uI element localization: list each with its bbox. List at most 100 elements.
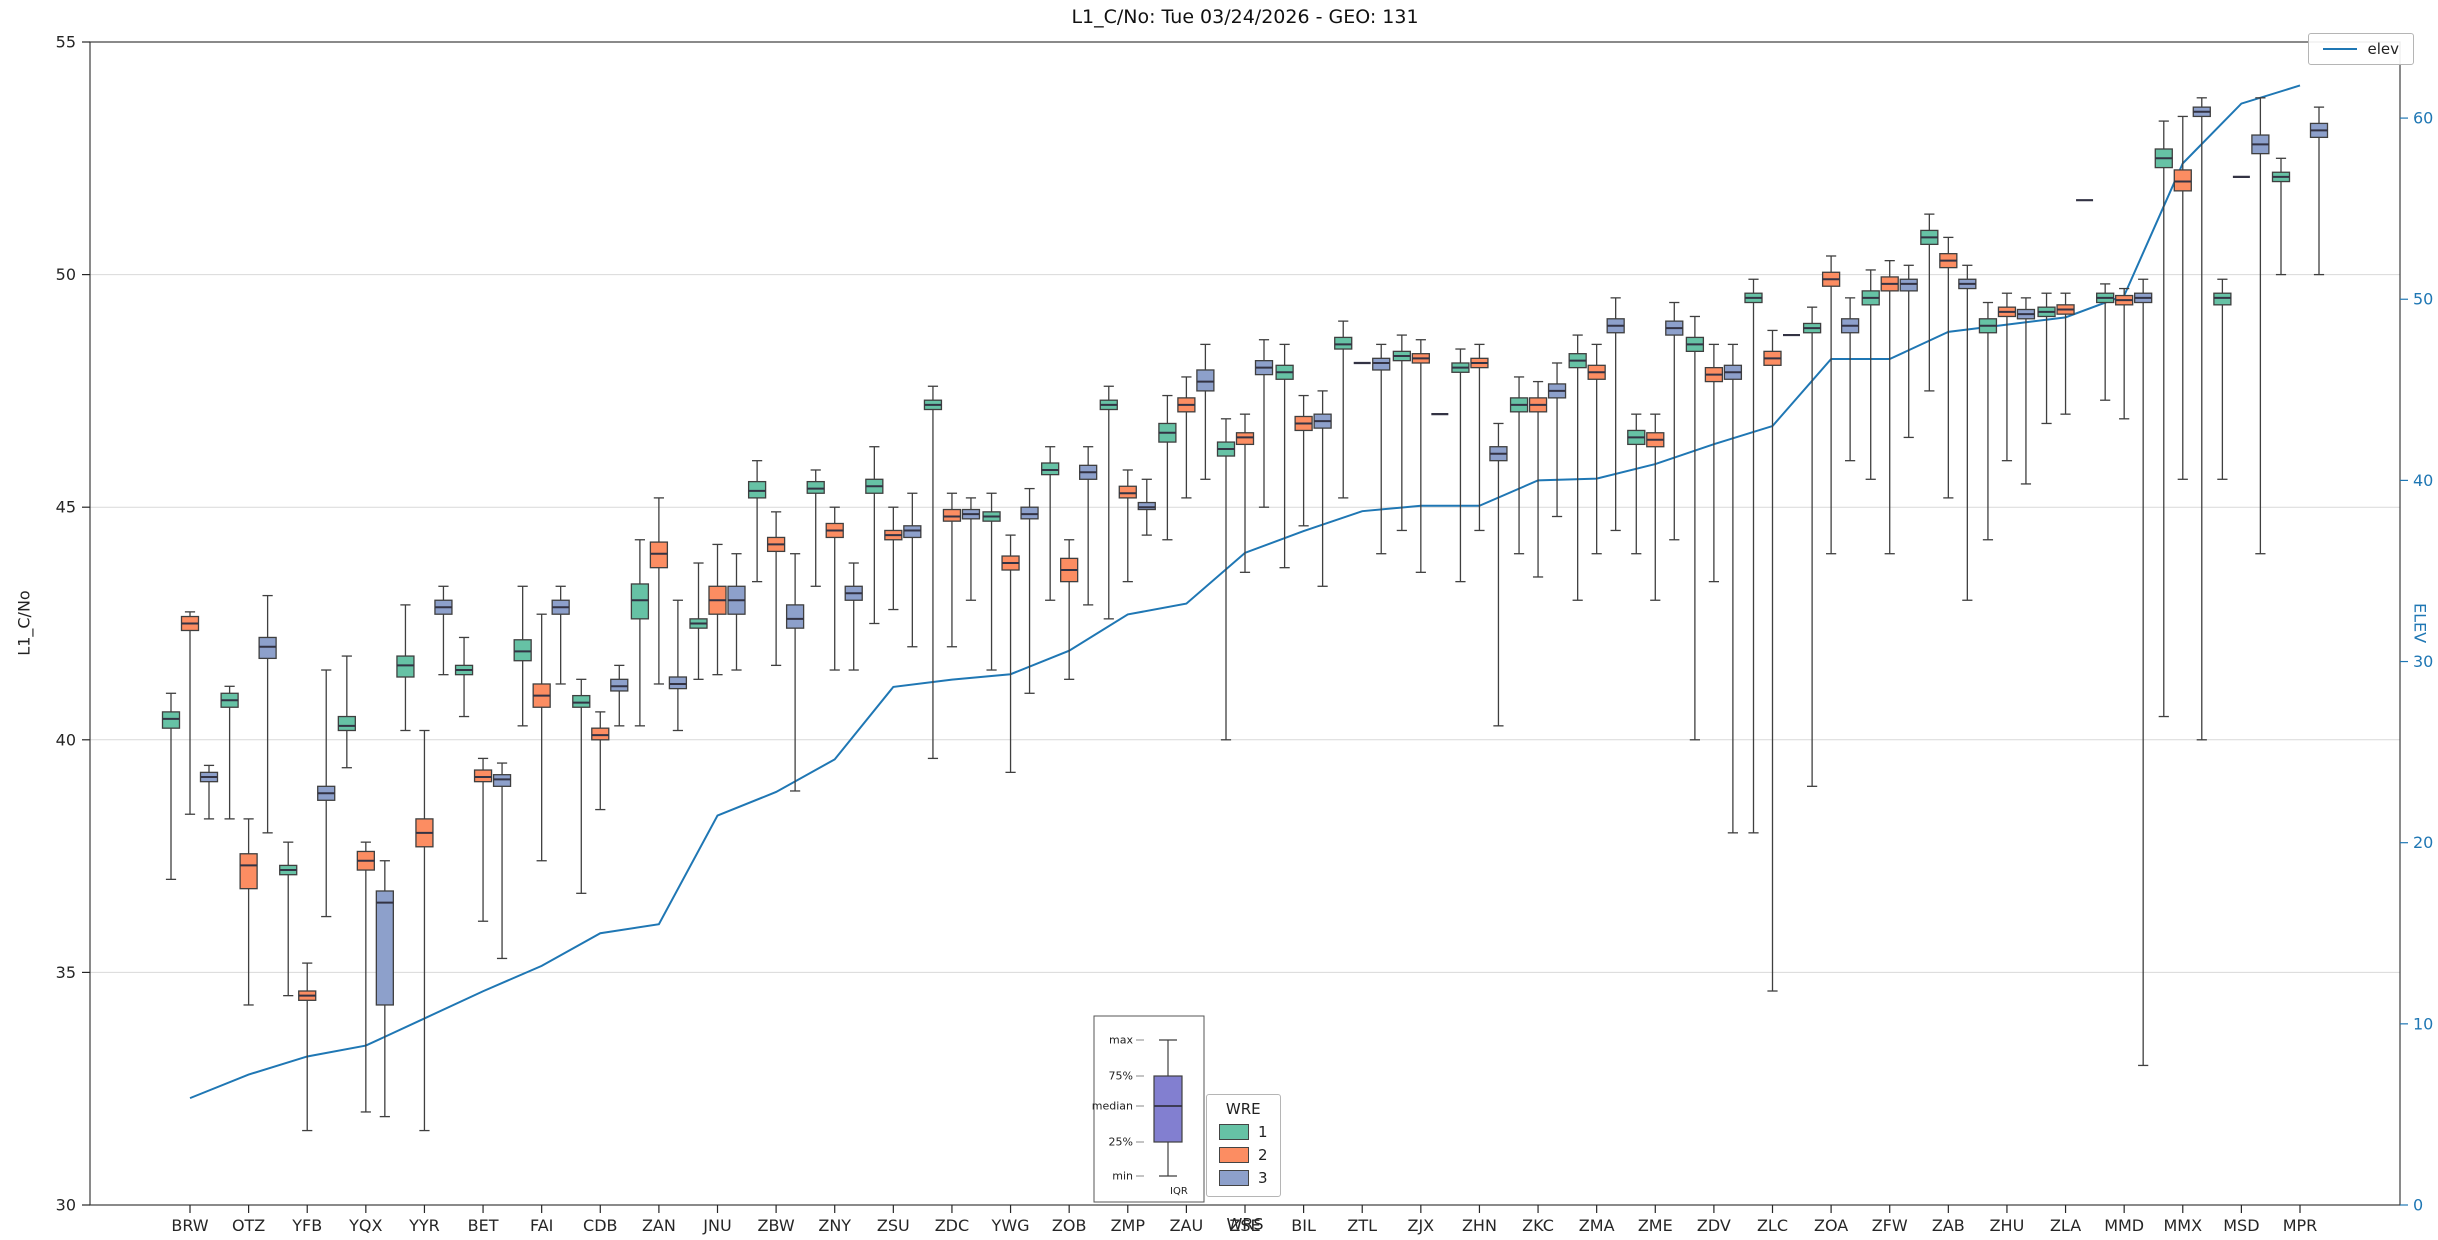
box-ZOA-wre3 xyxy=(1840,297,1860,462)
x-tick-label: ZDV xyxy=(1697,1216,1731,1235)
box-ZSU-wre1 xyxy=(865,446,884,625)
box-rect xyxy=(668,676,688,690)
box-MMD-wre3 xyxy=(2134,278,2153,1067)
box-YQX-wre3 xyxy=(375,860,394,1118)
y-right-tick-label: 50 xyxy=(2413,290,2433,309)
box-rect xyxy=(1899,278,1918,292)
box-ZKC-wre3 xyxy=(1547,362,1567,518)
box-ZSE-wre2 xyxy=(1235,413,1255,573)
box-rect xyxy=(337,715,356,732)
plot-border xyxy=(89,41,2401,1206)
box-rect xyxy=(572,694,591,708)
box-rect xyxy=(1118,485,1137,499)
box-rect xyxy=(1372,357,1391,371)
box-ZAU-wre1 xyxy=(1158,394,1177,541)
box-FAI-wre2 xyxy=(532,613,551,862)
legend-elev-label: elev xyxy=(2367,40,2399,58)
box-rect xyxy=(396,655,415,678)
x-tick-label: ZLA xyxy=(2050,1216,2081,1235)
box-BET-wre2 xyxy=(473,757,493,922)
box-ZMP-wre2 xyxy=(1118,469,1137,583)
x-tick-label: FAI xyxy=(530,1216,553,1235)
box-rect xyxy=(591,727,610,741)
wre-label-2: 2 xyxy=(1258,1146,1268,1164)
box-ZMA-wre1 xyxy=(1568,334,1587,601)
box-ZFW-wre3 xyxy=(1899,264,1918,439)
box-ZOB-wre3 xyxy=(1079,446,1098,606)
y-left-tick-label: 50 xyxy=(56,265,76,284)
box-rect xyxy=(161,711,181,729)
box-BIL-wre2 xyxy=(1294,394,1313,527)
x-tick-label: CDB xyxy=(583,1216,617,1235)
box-rect xyxy=(239,853,258,890)
box-YYR-wre1 xyxy=(396,604,415,732)
box-YWG-wre1 xyxy=(982,492,1001,671)
box-JNU-wre2 xyxy=(708,543,727,676)
chart-title: L1_C/No: Tue 03/24/2026 - GEO: 131 xyxy=(1071,6,1419,28)
box-rect xyxy=(903,525,922,539)
box-BET-wre1 xyxy=(454,636,474,718)
box-MPR-wre1 xyxy=(2271,157,2291,276)
box-ZJX-wre1 xyxy=(1392,334,1411,532)
box-YWG-wre2 xyxy=(1001,534,1020,774)
x-tick-label: MPR xyxy=(2283,1216,2318,1235)
y-left-tick-label: 40 xyxy=(56,730,76,749)
box-CDB-wre1 xyxy=(572,678,591,894)
x-tick-label: YWG xyxy=(991,1216,1030,1235)
elev-line-swatch xyxy=(2323,48,2358,50)
x-tick-label: ZFW xyxy=(1872,1216,1908,1235)
box-YFB-wre2 xyxy=(298,962,317,1132)
wre-swatch-3 xyxy=(1219,1170,1249,1186)
box-ZSU-wre3 xyxy=(903,492,922,648)
x-tick-label: YQX xyxy=(348,1216,382,1235)
legend-wre-item-2[interactable]: 2 xyxy=(1219,1146,1268,1164)
anatomy-label: min xyxy=(1112,1170,1133,1183)
box-ZAB-wre1 xyxy=(1920,213,1939,392)
box-ZSU-wre2 xyxy=(884,506,903,611)
box-rect xyxy=(942,508,962,522)
box-rect xyxy=(2213,292,2232,306)
box-rect xyxy=(1196,369,1215,392)
box-BIL-wre1 xyxy=(1275,343,1294,569)
legend-wre-title: WRE xyxy=(1225,1100,1261,1118)
box-MPR-wre3 xyxy=(2309,106,2329,276)
box-ZAU-wre3 xyxy=(1196,343,1215,480)
y-left-tick-label: 30 xyxy=(56,1196,76,1215)
box-ZMA-wre3 xyxy=(1606,297,1625,532)
y-right-tick-label: 30 xyxy=(2413,652,2433,671)
x-tick-label: BRW xyxy=(171,1216,208,1235)
box-rect xyxy=(785,604,805,629)
wre-swatch-2 xyxy=(1219,1147,1249,1163)
box-ZDV-wre1 xyxy=(1685,315,1705,741)
box-ZAN-wre1 xyxy=(630,539,650,727)
box-FAI-wre1 xyxy=(513,585,532,727)
box-rect xyxy=(258,636,277,660)
box-MMX-wre2 xyxy=(2173,115,2192,480)
anatomy-label: median xyxy=(1092,1100,1133,1113)
box-ZLC-wre2 xyxy=(1763,329,1782,992)
box-rect xyxy=(375,890,394,1006)
box-JNU-wre3 xyxy=(727,553,746,671)
box-ZHN-wre1 xyxy=(1451,348,1470,583)
legend-wre-item-3[interactable]: 3 xyxy=(1219,1169,1268,1187)
box-OTZ-wre3 xyxy=(258,594,277,834)
box-CDB-wre3 xyxy=(610,664,629,727)
box-ZOB-wre1 xyxy=(1041,446,1060,601)
box-ZOA-wre1 xyxy=(1802,306,1822,787)
box-ZSE-wre3 xyxy=(1254,339,1274,508)
box-ZAN-wre2 xyxy=(649,497,669,685)
legend-elev[interactable]: elev xyxy=(2308,33,2414,65)
x-tick-label: OTZ xyxy=(232,1216,265,1235)
x-tick-label: ZMP xyxy=(1111,1216,1146,1235)
x-tick-label: MMX xyxy=(2163,1216,2202,1235)
box-ZAU-wre2 xyxy=(1177,376,1196,499)
x-tick-label: ZME xyxy=(1638,1216,1673,1235)
box-YYR-wre2 xyxy=(415,729,434,1132)
x-tick-label: ZDC xyxy=(935,1216,969,1235)
boxplot-anatomy-inset: max 75% median 25% min IQR xyxy=(1092,1015,1205,1203)
box-MMD-wre1 xyxy=(2096,283,2115,401)
legend-wre[interactable]: WRE 1 2 3 xyxy=(1206,1094,1281,1197)
legend-wre-item-1[interactable]: 1 xyxy=(1219,1123,1268,1141)
